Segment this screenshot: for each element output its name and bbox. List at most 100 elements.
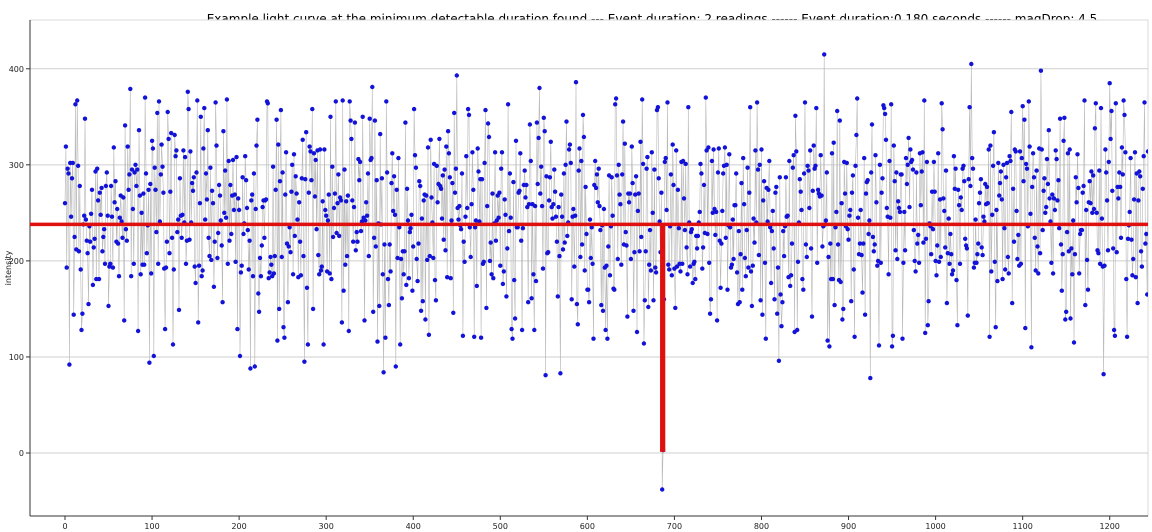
data-point	[167, 251, 172, 256]
data-point	[152, 165, 157, 170]
data-point	[1064, 229, 1070, 235]
data-point	[808, 246, 814, 251]
data-point	[761, 179, 767, 184]
data-point	[526, 300, 531, 305]
data-point	[896, 205, 902, 211]
data-point	[901, 260, 906, 265]
data-point	[1042, 176, 1047, 181]
data-point	[1009, 109, 1014, 115]
data-point	[1020, 104, 1025, 109]
data-point	[271, 271, 277, 276]
data-point	[720, 208, 725, 214]
data-point	[82, 116, 88, 121]
data-point	[778, 292, 783, 297]
data-point	[1023, 325, 1028, 331]
data-point	[772, 297, 777, 302]
data-point	[1071, 340, 1077, 345]
data-point	[256, 309, 262, 314]
data-point	[638, 139, 643, 144]
data-point	[401, 272, 406, 277]
data-point	[701, 182, 707, 188]
data-point	[164, 239, 170, 244]
data-point	[872, 242, 877, 247]
data-point	[839, 201, 844, 206]
data-point	[674, 264, 680, 269]
data-point	[861, 241, 866, 246]
data-point	[819, 193, 824, 198]
data-point	[1074, 200, 1079, 205]
data-point	[444, 144, 449, 149]
data-point	[1099, 216, 1105, 221]
data-point	[149, 138, 155, 143]
data-point	[1105, 248, 1111, 253]
data-point	[751, 216, 756, 221]
data-point	[1089, 169, 1094, 174]
data-point	[634, 329, 640, 335]
data-point	[883, 137, 889, 142]
data-point	[1019, 155, 1024, 161]
data-point	[119, 219, 124, 224]
data-point	[72, 234, 77, 240]
data-point	[302, 359, 307, 364]
data-point	[441, 237, 446, 242]
data-point	[768, 225, 773, 230]
data-point	[632, 250, 637, 255]
data-point	[803, 242, 809, 247]
data-point	[239, 263, 244, 268]
data-point	[473, 218, 479, 223]
data-point	[240, 175, 245, 180]
data-point	[1015, 256, 1020, 262]
data-point	[1094, 210, 1099, 215]
data-point	[484, 305, 489, 311]
data-point	[442, 167, 447, 172]
data-point	[156, 99, 162, 104]
data-point	[237, 353, 243, 359]
data-point	[850, 173, 856, 178]
data-point	[588, 255, 593, 261]
data-point	[567, 142, 573, 147]
data-point	[363, 218, 368, 223]
data-point	[1121, 98, 1126, 103]
data-point	[618, 202, 623, 207]
data-point	[1103, 147, 1108, 152]
data-point	[220, 300, 225, 305]
data-point	[236, 196, 241, 201]
data-point	[226, 158, 231, 164]
data-point	[332, 191, 338, 196]
data-point	[389, 180, 394, 186]
data-point	[910, 167, 916, 172]
data-point	[1030, 184, 1035, 190]
data-point	[617, 192, 622, 197]
data-point	[929, 252, 934, 257]
data-point	[591, 336, 596, 341]
data-point	[404, 282, 409, 288]
data-point	[1067, 147, 1072, 152]
data-point	[78, 267, 83, 272]
data-point	[357, 159, 363, 165]
data-point	[144, 251, 149, 256]
data-point	[213, 100, 218, 105]
baseline-event-model	[30, 222, 1148, 452]
data-point	[769, 228, 775, 234]
data-point	[546, 198, 552, 203]
data-point	[115, 206, 120, 212]
data-point	[934, 273, 939, 278]
data-point	[539, 203, 545, 209]
data-point	[229, 231, 234, 237]
data-point	[304, 285, 310, 290]
data-point	[272, 253, 277, 259]
data-point	[253, 206, 258, 212]
data-point	[558, 371, 563, 376]
data-point	[804, 254, 809, 260]
data-point	[662, 159, 667, 165]
x-tick-label: 300	[319, 522, 334, 531]
data-point	[800, 276, 805, 282]
data-point	[965, 313, 970, 318]
data-point	[244, 205, 250, 211]
data-point	[801, 287, 806, 292]
data-point	[212, 239, 217, 244]
data-point	[969, 61, 974, 67]
data-point	[384, 170, 390, 175]
data-point	[117, 215, 123, 220]
data-point	[767, 158, 772, 164]
